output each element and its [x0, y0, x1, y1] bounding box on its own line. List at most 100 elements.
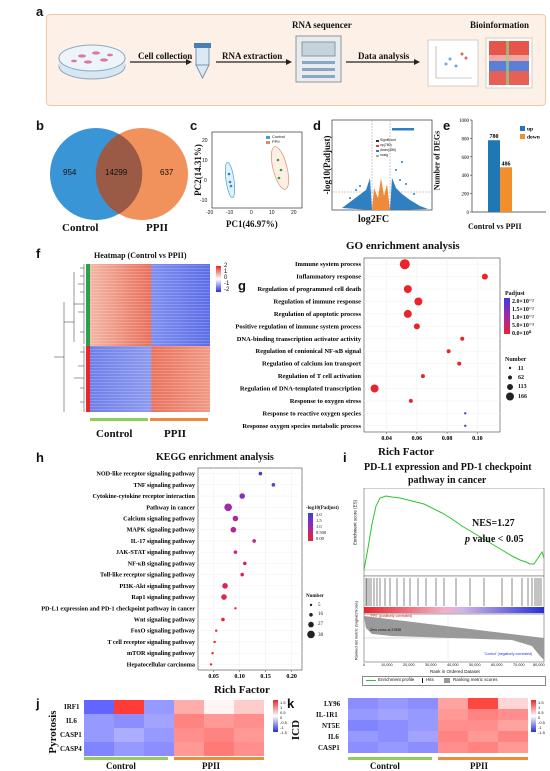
gsea-enrichment-curve	[363, 495, 545, 571]
go-dot	[420, 374, 425, 379]
heatmap-k-cell	[348, 742, 378, 753]
gsea-xtick-2: 20,000	[403, 663, 415, 667]
heatmap-j-scale-5: -1	[280, 725, 284, 730]
gsea-title-1: PD-L1 expression and PD-1 checkpoint	[364, 462, 532, 473]
venn-overlap-count: 14299	[105, 168, 128, 177]
deg-bar-chart: 0 200 400 600 800 1000 780 up 486 down	[459, 119, 546, 216]
heatmap-k-scale-6: -1.5	[538, 730, 545, 735]
heatmap-k-control-bar	[348, 757, 432, 760]
heatmap-j-gene-0: IRF1	[64, 703, 80, 711]
heatmap-f-control-bar	[90, 418, 148, 421]
heatmap-j-cell	[234, 714, 264, 728]
pca-legend-control: Control	[272, 134, 285, 139]
deg-bar-up	[488, 140, 500, 212]
heatmap-j-cell	[174, 742, 204, 756]
heatmap-j-scale-6: -1.5	[280, 730, 287, 735]
heatmap-k-gene-3: IL6	[328, 733, 339, 741]
heatmap-k-gene-0: LY96	[324, 700, 341, 708]
heatmap-k-cell	[498, 720, 528, 731]
heatmap-k-ppii-label: PPII	[470, 761, 488, 771]
heatmap-k-cell	[378, 720, 408, 731]
go-legend-num-dot	[506, 392, 514, 401]
heatmap-j-control-label: Control	[106, 761, 136, 771]
go-dot	[481, 273, 488, 280]
kegg-dot	[271, 483, 276, 487]
kegg-term-label: FoxO signaling pathway	[131, 628, 196, 635]
heatmap-k-cell	[498, 698, 528, 709]
heatmap-k-cell	[438, 742, 468, 753]
pca-ytick-3: 20	[202, 138, 208, 144]
gsea-legend-profile: Enrichment profile	[378, 677, 415, 682]
heatmap-j-cell	[114, 714, 144, 728]
kegg-dot	[221, 594, 227, 600]
heatmap-j-cell	[84, 728, 114, 742]
go-term-label: Regulation of conionical NF-κB signal	[256, 348, 362, 355]
go-term-label: DNA-binding transcription activator acti…	[237, 336, 362, 343]
heatmap-k-cell	[408, 742, 438, 753]
kegg-dot	[243, 561, 247, 566]
kegg-legend-num-0: 5	[318, 603, 321, 608]
heatmap-k-scale-0: 1.5	[538, 700, 544, 705]
heatmap-k-cell	[378, 698, 408, 709]
heatmap-j-ppii-label: PPII	[202, 761, 220, 771]
kegg-dot	[211, 651, 214, 655]
gsea-zero-label: Zero cross at 37898	[370, 628, 402, 632]
deg-bar-label-up: 780	[490, 134, 499, 140]
heatmap-j-cell	[84, 742, 114, 756]
pca-legend-ppii: PPII	[272, 139, 280, 144]
gsea-legend-metric-swatch	[444, 678, 450, 683]
go-legend-padj-1: 1.5×10⁻²	[512, 307, 534, 313]
volcano-legend-up: up(780)	[380, 143, 392, 147]
kegg-legend-num-2: 27	[318, 622, 323, 627]
kegg-term-label: Pathway in cancer	[146, 504, 195, 511]
go-dot	[446, 349, 451, 354]
go-legend-num-2: 113	[518, 384, 527, 390]
venn-left-count: 954	[63, 168, 77, 177]
gsea-title-2: pathway in cancer	[408, 475, 487, 486]
heatmap-j-cell	[84, 700, 114, 714]
kegg-xtick: 0.05	[208, 674, 219, 680]
heatmap-j-control-bar	[84, 757, 168, 760]
go-legend-padj-3: 5.0×10⁻³	[512, 323, 534, 329]
heatmap-k-cell	[498, 709, 528, 720]
kegg-term-label: TNF signaling pathway	[133, 482, 196, 489]
heatmap-f-scale-m2: -2	[224, 287, 230, 293]
panel-label-b: b	[36, 118, 44, 133]
deg-ytick: 200	[462, 193, 470, 198]
go-term-label: Regulation of programmed cell death	[257, 286, 361, 293]
step-cell-collection: Cell collection	[138, 51, 193, 61]
heatmap-j-scale-bar	[273, 700, 278, 732]
pca-plot	[211, 131, 303, 209]
kegg-xtick: 0.10	[234, 674, 245, 680]
heatmap-k-cell	[498, 731, 528, 742]
go-legend-num-dot	[508, 366, 512, 370]
kegg-dot	[222, 583, 228, 589]
panel-label-k: k	[287, 696, 295, 711]
heatmap-f-ppii-label: PPII	[164, 428, 186, 440]
heatmap-k-cell	[468, 731, 498, 742]
pca-xtick-2: 0	[250, 210, 253, 216]
kegg-legend-num-1: 16	[318, 612, 323, 617]
kegg-dot	[252, 539, 256, 543]
kegg-legend-num-dot	[309, 613, 313, 617]
go-legend-num-dot	[507, 384, 513, 390]
heatmap-k-cell	[378, 731, 408, 742]
kegg-legend-padj-2: 1.0	[316, 524, 322, 529]
gsea-nes: NES=1.27	[472, 518, 515, 529]
kegg-term-label: IL-17 signaling pathway	[131, 538, 196, 545]
go-dot	[457, 361, 462, 366]
heatmap-j-scale-1: 1	[280, 705, 283, 710]
gsea-pvalue: p value < 0.05	[465, 534, 523, 545]
kegg-dot	[240, 572, 244, 577]
volcano-legend-nosig: nosig	[380, 153, 389, 157]
step-rna-extraction: RNA extraction	[222, 51, 283, 61]
pca-xtick-0: -20	[206, 210, 214, 216]
go-term-label: Regulation of DNA-templated transcriptio…	[240, 386, 362, 393]
go-term-label: Immune system process	[295, 261, 361, 268]
kegg-dot	[213, 640, 216, 644]
kegg-dot	[233, 550, 238, 554]
deg-xlabel: Control vs PPII	[468, 222, 522, 231]
go-term-label: Inflammatory response	[296, 274, 361, 281]
gsea-xtick-6: 60,000	[491, 663, 503, 667]
heatmap-k-cell	[348, 731, 378, 742]
